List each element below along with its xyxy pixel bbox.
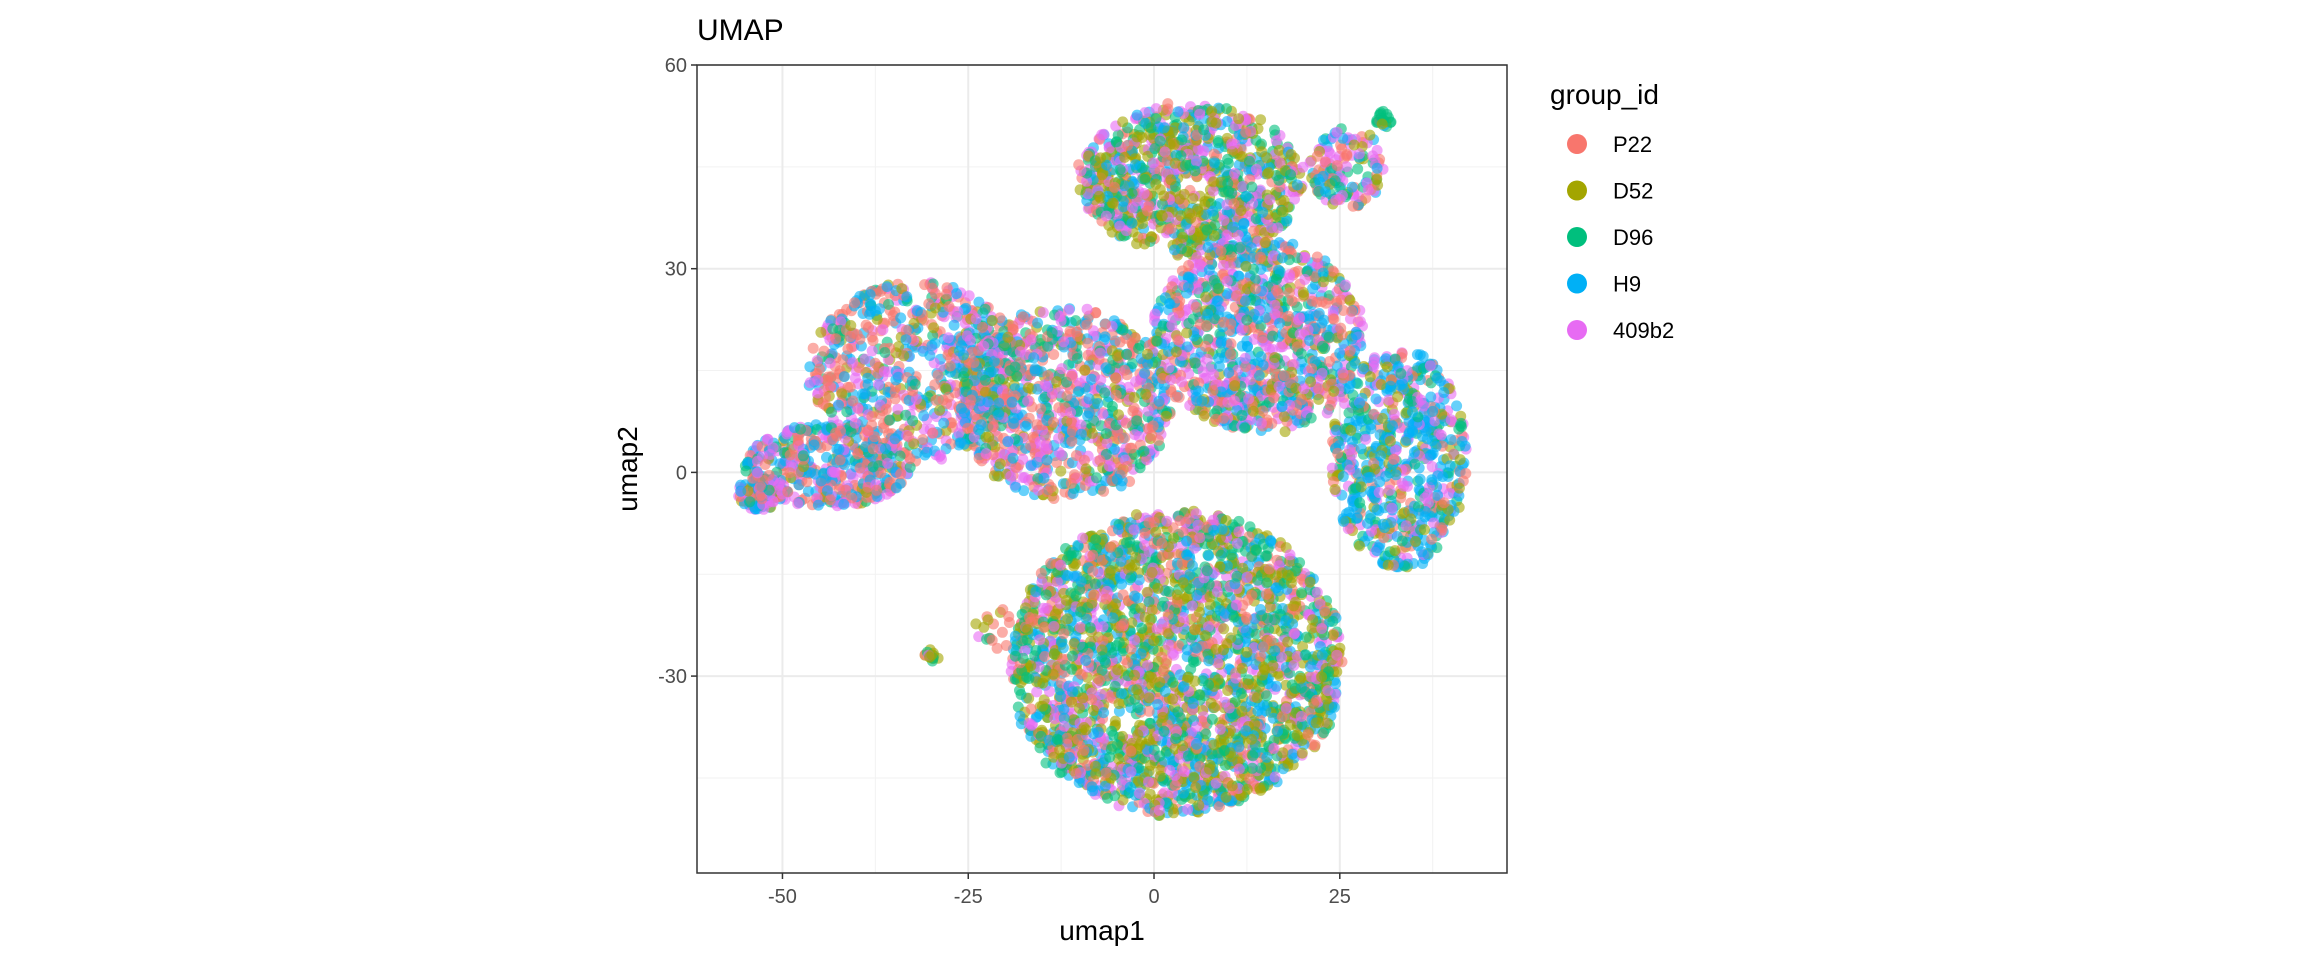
data-point [1095,374,1107,386]
data-point [973,296,985,308]
data-point [1150,103,1162,115]
data-point [1200,728,1212,740]
data-point [929,379,941,391]
data-point [1352,163,1364,175]
data-point [1137,218,1149,229]
data-point [1414,473,1426,485]
data-point [1059,486,1071,498]
data-point [1206,713,1218,725]
data-point [1031,686,1043,698]
data-point [1422,549,1434,561]
data-point [1129,590,1141,602]
data-point [1444,488,1455,499]
data-point [1063,304,1075,316]
data-point [1250,628,1262,640]
data-point [993,470,1005,482]
data-point [1330,678,1342,689]
data-point [1098,128,1110,140]
data-point [1221,116,1233,127]
data-point [1289,193,1300,205]
data-point [849,372,861,384]
data-point [1214,801,1225,812]
data-point [792,498,804,510]
data-point [1203,550,1215,562]
data-points [733,98,1472,821]
data-point [1287,748,1298,760]
data-point [1240,625,1252,637]
data-point [883,298,894,310]
data-point [1218,623,1230,635]
data-point [1099,331,1111,343]
data-point [1019,472,1031,483]
data-point [1152,583,1164,594]
data-point [1070,315,1082,327]
data-point [1035,403,1047,415]
data-point [1225,338,1237,350]
data-point [1271,680,1282,692]
data-point [994,373,1005,385]
data-point [1251,692,1263,704]
data-point [1057,478,1069,490]
data-point [1141,586,1153,598]
data-point [1417,558,1429,569]
data-point [1055,465,1067,477]
data-point [1060,543,1072,554]
data-point [811,355,823,367]
data-point [1173,640,1185,652]
data-point [1148,157,1159,169]
data-point [1438,387,1450,398]
data-point [1022,382,1034,394]
data-point [1395,492,1407,504]
data-point [979,303,991,315]
data-point [807,342,819,354]
data-point [1010,481,1022,493]
data-point [1015,689,1027,700]
chart-title: UMAP [697,14,784,47]
data-point [866,345,878,357]
data-point [1183,260,1195,271]
data-point [866,331,878,343]
plot-panel [696,64,1508,874]
data-point [1025,334,1037,346]
data-point [1034,634,1046,646]
data-point [1142,659,1154,671]
data-point [1370,393,1382,405]
data-point [1242,341,1253,353]
data-point [802,485,814,497]
data-point [804,361,816,373]
data-point [928,322,940,334]
data-point [1172,548,1184,560]
